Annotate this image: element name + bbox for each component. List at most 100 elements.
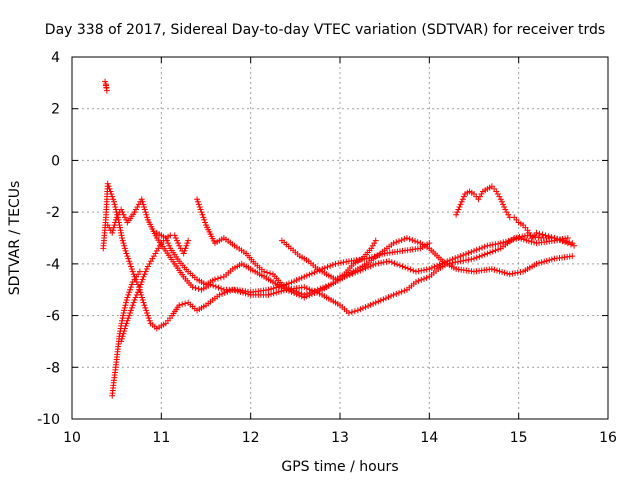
data-point	[367, 301, 374, 308]
chart-title: Day 338 of 2017, Sidereal Day-to-day VTE…	[45, 22, 605, 38]
data-point	[457, 201, 464, 208]
data-point	[506, 271, 513, 278]
data-point	[569, 253, 576, 260]
data-point	[377, 297, 384, 304]
data-point	[111, 201, 118, 208]
data-point	[195, 285, 202, 292]
data-point	[414, 239, 421, 246]
data-point	[303, 285, 310, 292]
data-point	[125, 291, 132, 298]
data-point	[143, 266, 150, 273]
data-point	[142, 268, 149, 275]
data-point	[501, 203, 508, 210]
data-point	[378, 259, 385, 266]
data-point	[127, 309, 134, 316]
data-point	[132, 206, 139, 213]
series-C	[104, 196, 433, 296]
data-point	[218, 285, 225, 292]
data-point	[401, 236, 408, 243]
data-point	[136, 286, 142, 293]
data-point	[454, 209, 461, 216]
data-point	[320, 284, 327, 291]
data-point	[113, 214, 120, 221]
data-point	[383, 258, 390, 265]
y-tick-label: -10	[37, 412, 60, 428]
data-point	[393, 290, 400, 297]
data-point	[532, 233, 539, 240]
data-point	[128, 281, 135, 288]
data-point	[406, 236, 413, 243]
data-point	[144, 312, 151, 319]
data-point	[487, 249, 494, 256]
data-point	[140, 201, 147, 208]
data-point	[124, 317, 131, 324]
data-point	[365, 302, 372, 309]
data-point	[147, 258, 154, 265]
data-point	[488, 266, 495, 273]
data-point	[457, 253, 464, 260]
data-point	[298, 290, 305, 297]
data-point	[372, 260, 379, 267]
data-point	[462, 251, 469, 258]
data-point	[165, 240, 172, 247]
data-point	[268, 285, 275, 292]
data-point	[301, 284, 308, 291]
data-point	[185, 237, 192, 244]
data-point	[394, 261, 401, 268]
data-point	[197, 206, 204, 213]
data-point	[372, 299, 379, 306]
y-tick-label: 0	[51, 153, 60, 169]
data-point	[359, 266, 366, 273]
series-B	[100, 180, 578, 332]
data-point	[332, 260, 339, 267]
data-point	[500, 201, 507, 208]
data-point	[420, 267, 427, 274]
data-point	[111, 222, 118, 229]
data-point	[487, 242, 494, 249]
data-point	[137, 281, 144, 288]
data-point	[131, 297, 138, 304]
data-point	[409, 237, 416, 244]
data-point	[402, 264, 409, 271]
data-point	[116, 222, 123, 229]
data-point	[362, 265, 369, 272]
data-point	[495, 240, 502, 247]
data-point	[569, 240, 576, 247]
data-point	[109, 193, 116, 200]
data-point	[144, 263, 151, 270]
data-point	[455, 206, 462, 213]
data-point	[375, 298, 382, 305]
data-point	[489, 248, 496, 255]
data-point	[146, 317, 153, 324]
data-point	[496, 193, 503, 200]
data-point	[380, 259, 387, 266]
y-tick-label: 2	[51, 102, 60, 118]
data-point	[121, 245, 128, 252]
data-point	[475, 196, 482, 203]
data-point	[118, 229, 125, 236]
data-point	[535, 234, 542, 241]
data-point	[428, 264, 435, 271]
data-point	[415, 277, 422, 284]
data-point	[489, 241, 496, 248]
data-point	[462, 257, 469, 264]
data-point	[460, 252, 467, 259]
data-point	[139, 297, 146, 304]
data-point	[184, 240, 191, 247]
data-point	[476, 245, 483, 252]
data-point	[399, 263, 406, 270]
data-point	[390, 240, 397, 247]
series-G	[109, 268, 143, 399]
data-point	[306, 289, 313, 296]
data-point	[219, 290, 226, 297]
data-point	[404, 265, 411, 272]
data-point	[380, 296, 387, 303]
data-point	[454, 254, 461, 261]
data-point	[554, 235, 561, 242]
data-point	[118, 232, 125, 239]
data-point	[132, 294, 139, 301]
data-point	[449, 256, 456, 263]
data-point	[139, 198, 146, 205]
data-point	[122, 302, 129, 309]
data-point	[180, 250, 187, 257]
